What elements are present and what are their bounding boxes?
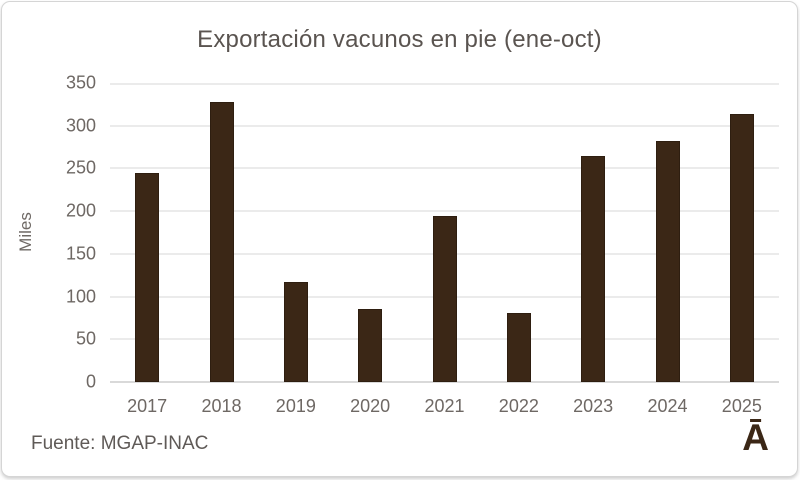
- gridline-300: [110, 124, 779, 127]
- y-tick-label-300: 300: [65, 115, 96, 136]
- bar-2017: [135, 172, 160, 382]
- y-tick-label-50: 50: [75, 328, 96, 349]
- gridline-200: [110, 210, 779, 213]
- bar-2024: [655, 141, 680, 382]
- y-tick-label-0: 0: [85, 371, 96, 392]
- y-axis-tick-labels: 0 50 100 150 200 250 300 350: [2, 73, 96, 392]
- gridline-350: [110, 83, 779, 85]
- bar-2021: [432, 216, 457, 382]
- x-axis-tick-labels: 2017 2018 2019 2020 2021 2022 2023 2024 2025: [110, 396, 779, 420]
- x-tick-label-2020: 2020: [350, 396, 391, 416]
- bar-2020: [358, 308, 383, 382]
- x-tick-label-2019: 2019: [275, 396, 316, 416]
- x-tick-label-2017: 2017: [127, 396, 168, 416]
- x-tick-label-2022: 2022: [498, 396, 539, 416]
- x-tick-label-2018: 2018: [201, 396, 242, 416]
- y-tick-label-350: 350: [65, 72, 96, 93]
- plot-area: [110, 83, 779, 383]
- brand-logo: Ā: [742, 417, 769, 458]
- gridline-250: [110, 167, 779, 170]
- x-tick-label-2021: 2021: [424, 396, 465, 416]
- y-tick-label-100: 100: [65, 286, 96, 307]
- x-tick-label-2024: 2024: [647, 396, 688, 416]
- y-tick-label-150: 150: [65, 243, 96, 264]
- x-tick-label-2023: 2023: [573, 396, 614, 416]
- y-tick-label-200: 200: [65, 200, 96, 221]
- bar-2019: [283, 282, 308, 382]
- source-note: Fuente: MGAP-INAC: [31, 433, 209, 454]
- bar-2025: [729, 113, 754, 382]
- chart-title: Exportación vacunos en pie (ene-oct): [197, 26, 602, 53]
- x-tick-label-2025: 2025: [721, 396, 762, 416]
- x-axis-line: [110, 381, 779, 383]
- bar-2023: [581, 155, 606, 382]
- y-tick-label-250: 250: [65, 157, 96, 178]
- bar-2018: [209, 101, 234, 382]
- bar-2022: [506, 312, 531, 382]
